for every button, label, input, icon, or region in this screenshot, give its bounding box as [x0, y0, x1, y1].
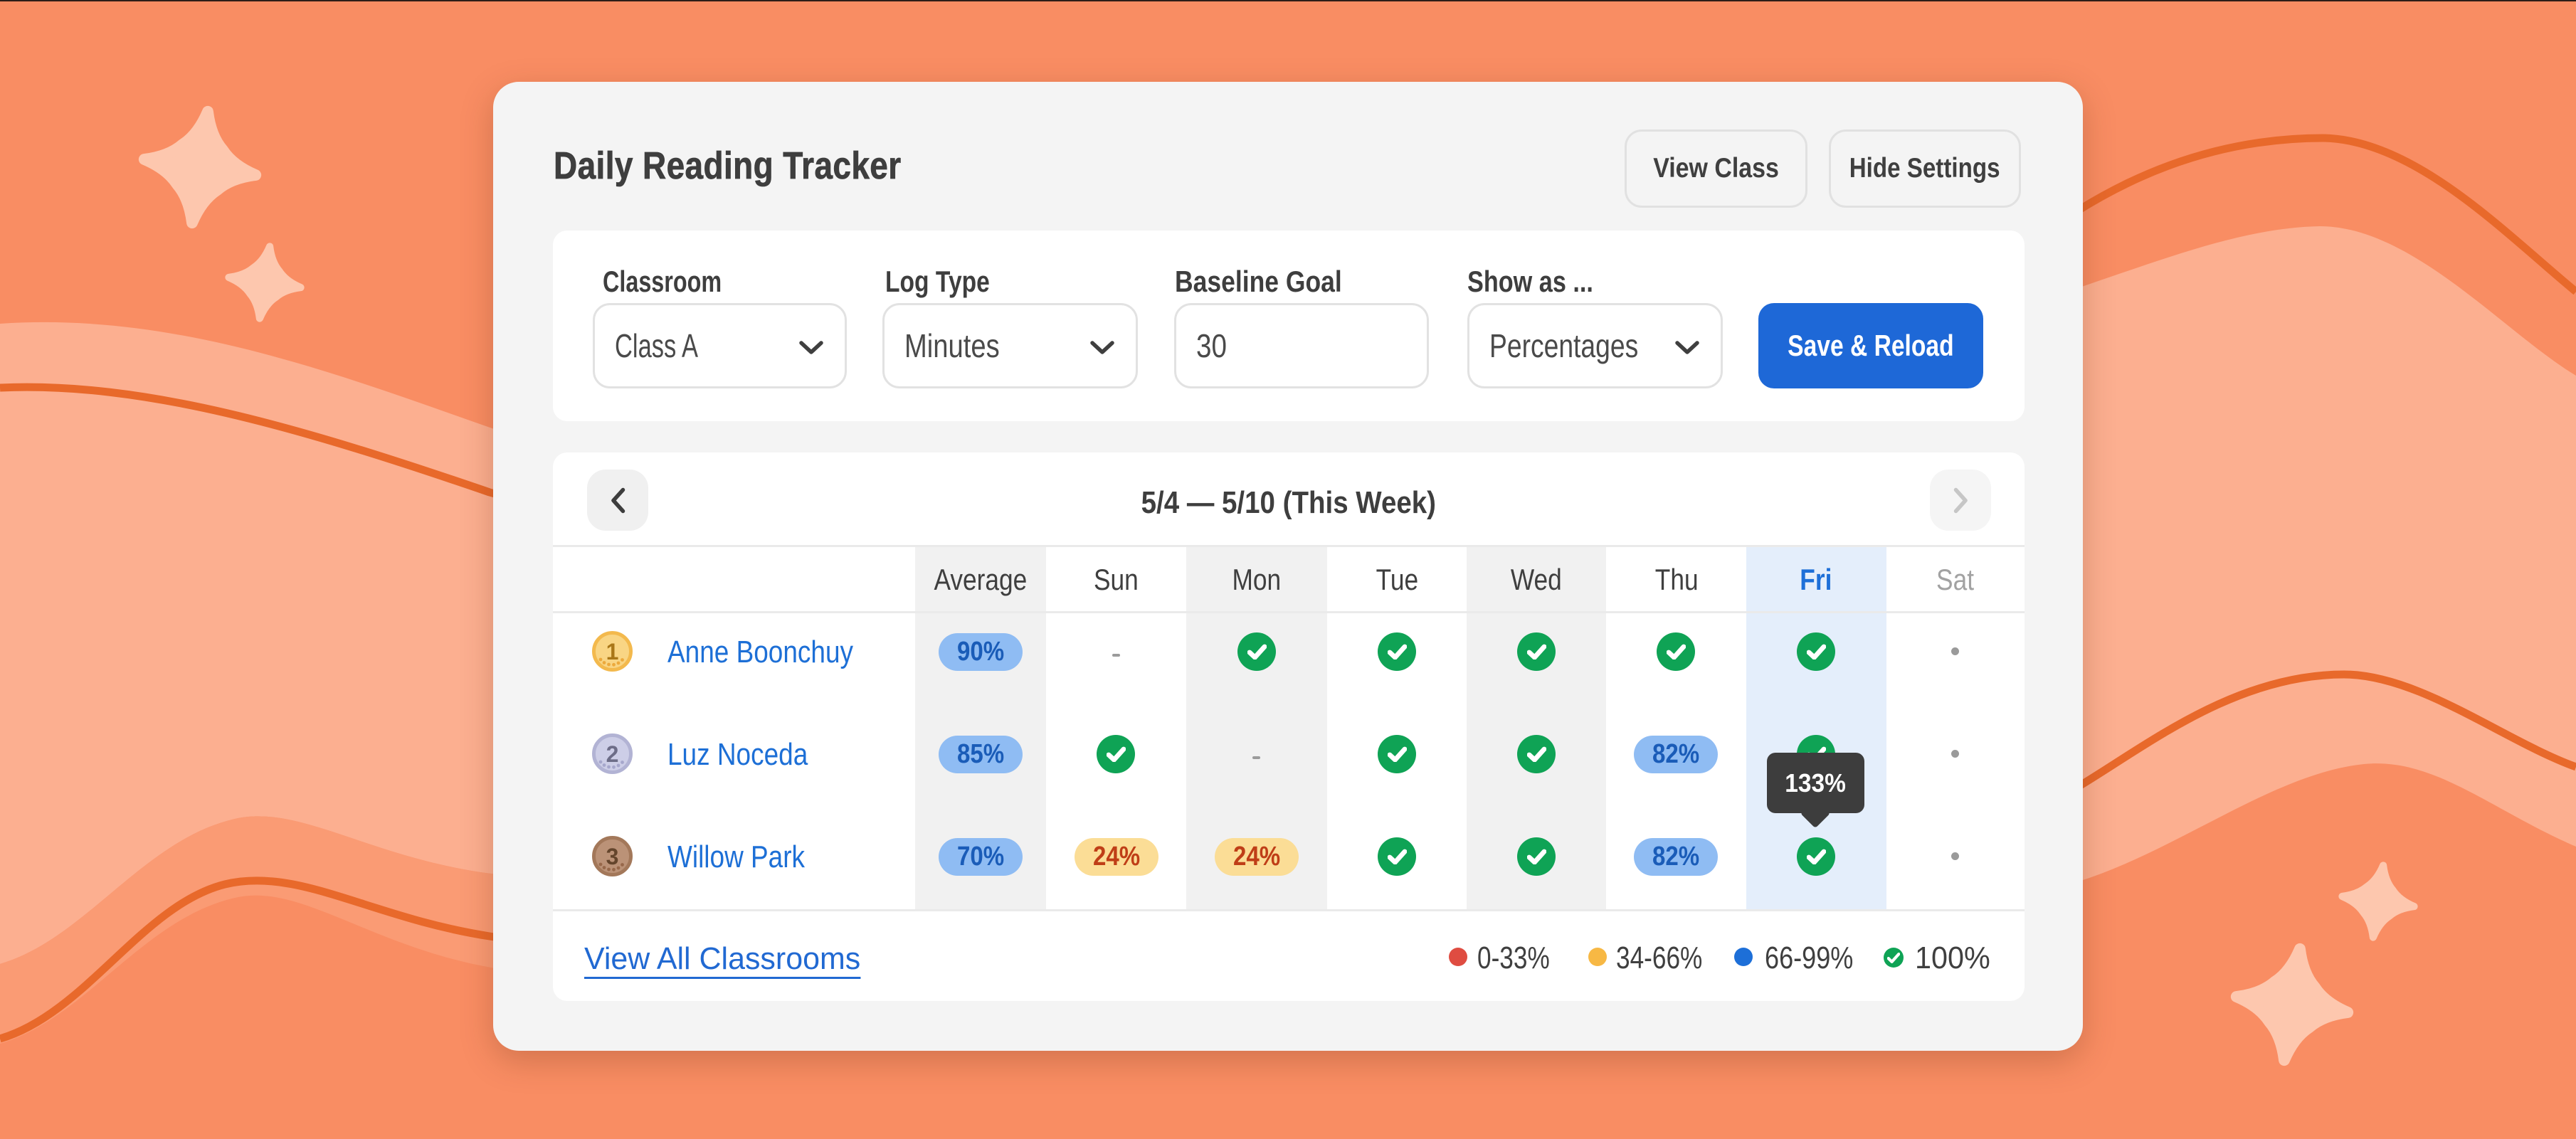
svg-text:2: 2: [606, 741, 619, 767]
svg-text:1: 1: [606, 639, 619, 664]
svg-text:3: 3: [606, 844, 619, 869]
